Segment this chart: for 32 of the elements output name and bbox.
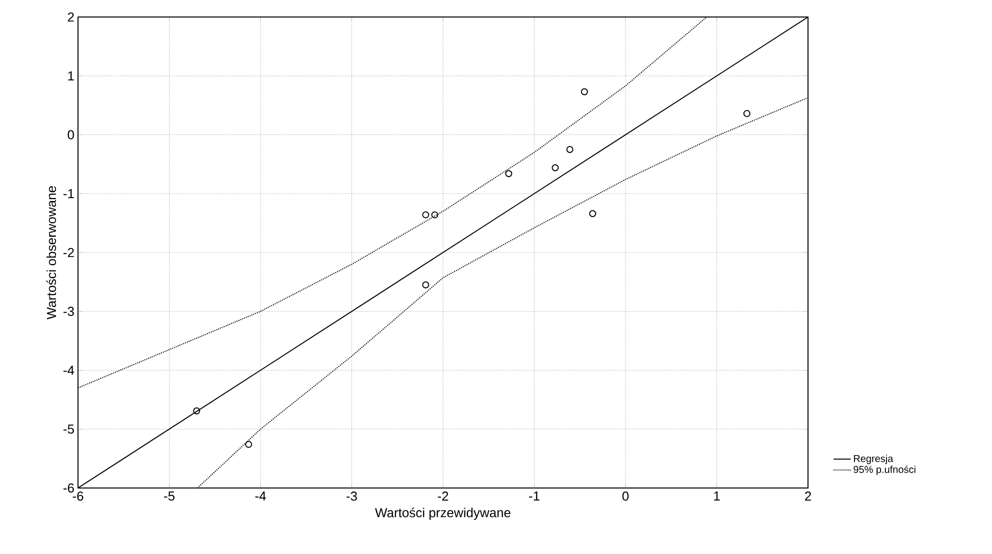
- point: [580, 88, 588, 96]
- x-tick-label: 1: [714, 492, 720, 500]
- point: [743, 110, 750, 118]
- y-tick-label: 2: [68, 12, 74, 22]
- point: [431, 211, 438, 218]
- y-tick-label: -3: [63, 306, 74, 316]
- x-tick-label: 2: [805, 492, 811, 501]
- x-tick-label: 0: [622, 492, 629, 501]
- point: [422, 211, 430, 218]
- point: [245, 440, 252, 448]
- point: [505, 170, 512, 178]
- legend-label: 95% p.ufności: [854, 466, 916, 475]
- y-tick-label: -1: [63, 189, 74, 198]
- x-tick-label: -1: [529, 492, 540, 500]
- y-tick-label: -2: [63, 248, 74, 258]
- point: [566, 146, 574, 153]
- y-axis-title: Wartości obserwowane: [46, 186, 56, 320]
- x-tick-label: -5: [164, 492, 174, 501]
- y-tick-label: -4: [63, 366, 74, 375]
- x-tick-label: -2: [438, 492, 448, 501]
- y-tick-label: -6: [63, 483, 74, 493]
- x-tick-label: -4: [255, 492, 266, 500]
- y-tick-label: -5: [63, 424, 74, 434]
- y-tick-label: 1: [68, 71, 74, 80]
- point: [193, 407, 200, 414]
- point: [552, 164, 559, 172]
- x-axis-title: Wartości przewidywane: [375, 508, 510, 520]
- legend-label: Regresja: [854, 454, 894, 464]
- point: [589, 210, 596, 218]
- x-tick-label: -3: [346, 492, 357, 501]
- y-tick-label: 0: [68, 130, 74, 140]
- point: [422, 281, 430, 288]
